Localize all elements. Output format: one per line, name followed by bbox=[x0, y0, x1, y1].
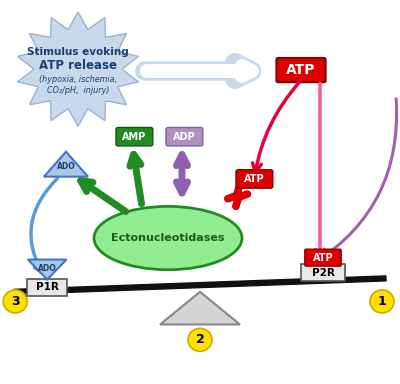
Text: Ectonucleotidases: Ectonucleotidases bbox=[111, 233, 225, 243]
Circle shape bbox=[370, 290, 394, 313]
FancyBboxPatch shape bbox=[27, 279, 67, 296]
Circle shape bbox=[188, 328, 212, 351]
Text: P2R: P2R bbox=[312, 268, 334, 278]
Text: 1: 1 bbox=[378, 295, 386, 308]
Text: Stimulus evoking: Stimulus evoking bbox=[27, 47, 129, 57]
Text: (hypoxia, ischemia,: (hypoxia, ischemia, bbox=[39, 75, 117, 84]
Text: AMP: AMP bbox=[122, 132, 146, 142]
Polygon shape bbox=[18, 12, 138, 126]
Polygon shape bbox=[160, 292, 240, 324]
Text: P1R: P1R bbox=[36, 282, 58, 292]
FancyBboxPatch shape bbox=[166, 127, 203, 146]
Text: ATP: ATP bbox=[244, 174, 265, 184]
Ellipse shape bbox=[94, 207, 242, 270]
FancyBboxPatch shape bbox=[276, 58, 326, 82]
Text: 3: 3 bbox=[11, 295, 20, 308]
Text: ATP release: ATP release bbox=[39, 59, 117, 72]
Text: ADP: ADP bbox=[173, 132, 196, 142]
Polygon shape bbox=[44, 152, 88, 177]
FancyBboxPatch shape bbox=[236, 170, 273, 188]
Text: 2: 2 bbox=[196, 333, 204, 346]
FancyBboxPatch shape bbox=[116, 127, 153, 146]
Circle shape bbox=[3, 290, 27, 313]
Text: CO₂/pH,  injury): CO₂/pH, injury) bbox=[47, 86, 109, 95]
Text: ADO: ADO bbox=[57, 162, 75, 171]
Polygon shape bbox=[14, 276, 386, 294]
FancyBboxPatch shape bbox=[305, 249, 341, 266]
Text: ATP: ATP bbox=[313, 253, 333, 263]
FancyBboxPatch shape bbox=[301, 264, 345, 281]
Polygon shape bbox=[28, 260, 66, 280]
Text: ADO: ADO bbox=[38, 263, 56, 273]
Text: ATP: ATP bbox=[286, 63, 316, 77]
